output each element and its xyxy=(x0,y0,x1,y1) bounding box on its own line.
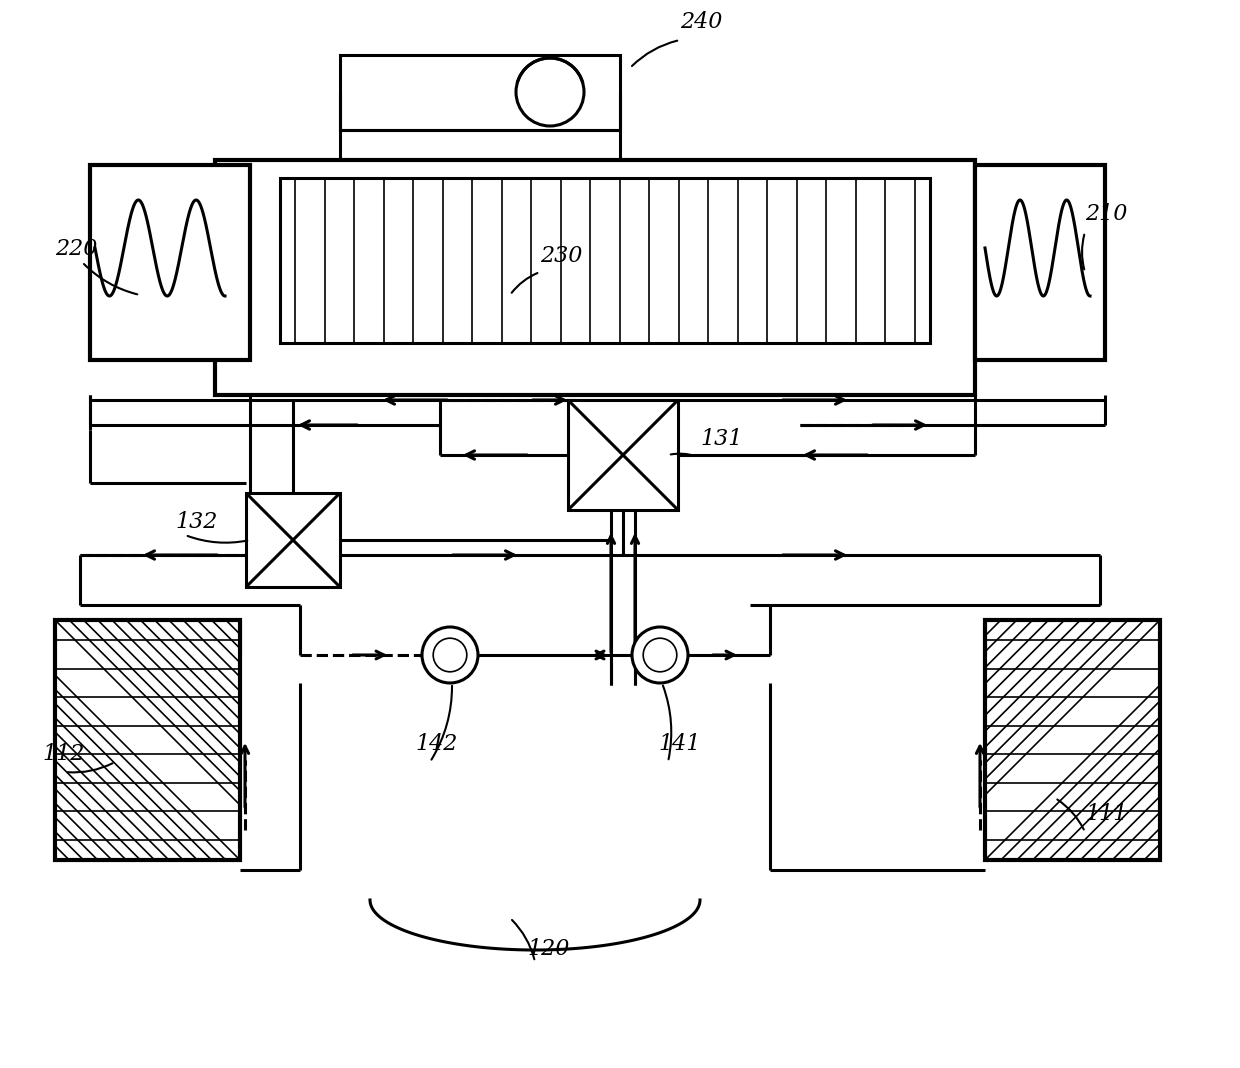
Text: 141: 141 xyxy=(658,733,701,755)
Text: 111: 111 xyxy=(1085,803,1127,824)
Bar xyxy=(246,493,340,587)
Circle shape xyxy=(632,627,688,684)
Bar xyxy=(280,178,930,343)
Text: 132: 132 xyxy=(175,511,217,533)
Circle shape xyxy=(644,639,677,672)
Bar xyxy=(91,164,250,360)
Text: 220: 220 xyxy=(55,238,98,260)
Bar xyxy=(568,400,678,511)
Bar xyxy=(215,160,975,395)
Circle shape xyxy=(433,639,466,672)
Text: 131: 131 xyxy=(701,428,743,450)
Bar xyxy=(340,54,620,130)
Text: 210: 210 xyxy=(1085,203,1127,225)
Circle shape xyxy=(422,627,477,684)
Text: 230: 230 xyxy=(539,245,583,267)
Text: 240: 240 xyxy=(680,11,723,33)
Text: 112: 112 xyxy=(42,743,84,765)
Text: 142: 142 xyxy=(415,733,458,755)
Bar xyxy=(975,164,1105,360)
Bar xyxy=(985,621,1159,860)
Circle shape xyxy=(516,58,584,126)
Text: 120: 120 xyxy=(527,938,569,960)
Bar xyxy=(55,621,241,860)
